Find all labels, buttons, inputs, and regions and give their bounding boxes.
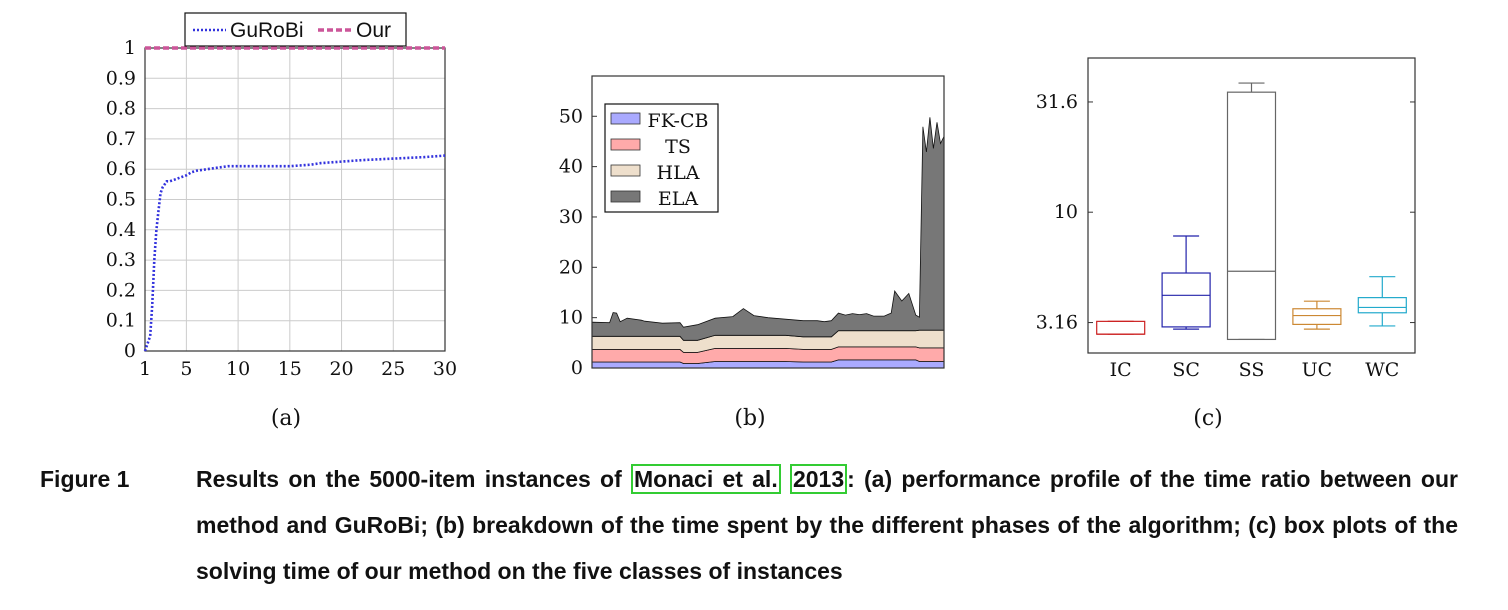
x-tick-label: WC — [1365, 359, 1399, 381]
panel-c-label: (c) — [1193, 406, 1223, 431]
y-tick-label: 50 — [559, 105, 583, 127]
box-iqr — [1357, 297, 1407, 314]
y-tick-label: 30 — [559, 206, 583, 228]
x-tick-label: 30 — [433, 358, 457, 380]
legend-label-ela: ELA — [658, 188, 698, 210]
figure: 1 5 10 15 20 25 3000.10.20.30.40.50.60.70.80.9… — [106, 12, 1416, 431]
citation-year-link[interactable]: 2013 — [789, 464, 848, 494]
legend-label-fk-cb: FK-CB — [648, 110, 709, 132]
plot-frame — [591, 75, 945, 369]
x-tick-label: 15 — [278, 358, 302, 380]
x-tick-label: SC — [1172, 359, 1200, 381]
box-ic — [1096, 320, 1146, 335]
citation-author-link[interactable]: Monaci et al. — [631, 464, 781, 494]
box-iqr — [1226, 91, 1277, 341]
plot-frame — [1087, 57, 1416, 354]
y-tick-label: 31.6 — [1036, 91, 1078, 113]
y-tick-label: 0.5 — [106, 189, 136, 211]
y-tick-label: 20 — [559, 256, 583, 278]
legend-swatch-ts — [610, 138, 641, 151]
x-tick-label: IC — [1110, 359, 1132, 381]
y-tick-label: 0 — [124, 340, 136, 362]
x-tick-label: 10 — [226, 358, 250, 380]
legend-swatch-ela — [610, 190, 641, 203]
y-tick-label: 3.16 — [1036, 312, 1078, 334]
y-tick-label: 0.2 — [106, 279, 136, 301]
y-tick-label: 0.6 — [106, 158, 136, 180]
x-tick-label: SS — [1239, 359, 1265, 381]
legend: GuRoBi Our — [184, 12, 407, 47]
panel-b-label: (b) — [734, 406, 765, 431]
legend-swatch-fk-cb — [610, 112, 641, 125]
caption-label: Figure 1 — [40, 466, 130, 492]
box-iqr — [1161, 272, 1211, 328]
y-tick-label: 0 — [571, 357, 583, 379]
panel-c-box-plots: 3.16 10 31.6 IC SC SS UC WC — [1036, 57, 1416, 381]
x-tick-label: 25 — [381, 358, 405, 380]
x-tick-label: 1 — [139, 358, 151, 380]
box-wc — [1357, 276, 1407, 327]
y-tick-label: 0.9 — [106, 67, 136, 89]
legend-label-hla: HLA — [657, 162, 700, 184]
legend-swatch-hla — [610, 164, 641, 177]
caption-text: Results on the 5000-item instances of Mo… — [196, 456, 1458, 594]
panel-a-label: (a) — [271, 406, 301, 431]
legend-label-our: Our — [356, 19, 391, 42]
panel-a-performance-profile: 1 5 10 15 20 25 3000.10.20.30.40.50.60.70.80.9… — [106, 12, 457, 380]
y-tick-label: 0.4 — [106, 219, 136, 241]
box-iqr — [1292, 308, 1342, 326]
y-tick-label: 10 — [559, 307, 583, 329]
series-line-gurobi — [143, 154, 446, 352]
legend: FK-CB TS HLA ELA — [604, 103, 719, 213]
panel-b-time-breakdown: 0 10 20 30 40 50 FK-CB TS HLA ELA — [559, 75, 945, 379]
box-uc — [1292, 300, 1342, 330]
legend-label-ts: TS — [665, 136, 691, 158]
x-tick-label: UC — [1302, 359, 1333, 381]
legend-label-gurobi: GuRoBi — [230, 19, 304, 42]
y-tick-label: 0.7 — [106, 128, 136, 150]
box-sc — [1161, 235, 1211, 330]
y-tick-label: 1 — [124, 37, 136, 59]
y-tick-label: 0.8 — [106, 98, 136, 120]
y-tick-label: 0.3 — [106, 249, 136, 271]
box-iqr — [1096, 320, 1146, 335]
caption-text-before: Results on the 5000-item instances of — [196, 466, 631, 492]
y-tick-label: 10 — [1054, 201, 1078, 223]
y-tick-label: 0.1 — [106, 310, 136, 332]
y-tick-label: 40 — [559, 156, 583, 178]
caption-text-after: : (a) performance profile of the time ra… — [196, 466, 1458, 584]
box-ss — [1226, 82, 1277, 341]
x-tick-label: 5 — [180, 358, 192, 380]
x-tick-label: 20 — [329, 358, 353, 380]
